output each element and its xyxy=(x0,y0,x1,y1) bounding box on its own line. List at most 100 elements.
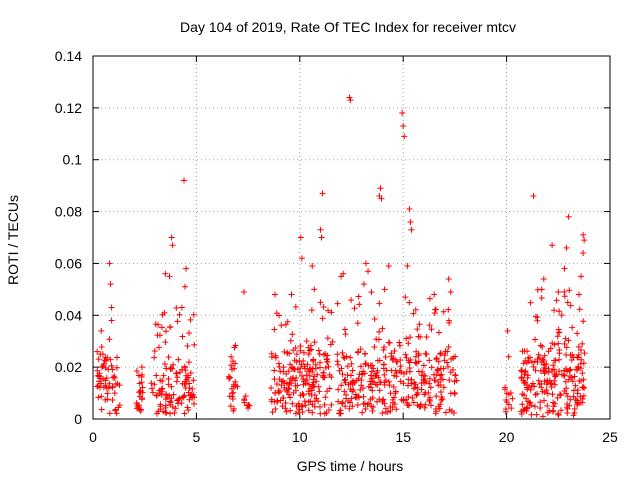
data-point xyxy=(373,336,380,343)
data-point xyxy=(425,389,432,396)
data-point xyxy=(565,337,572,344)
data-point xyxy=(292,387,299,394)
data-point xyxy=(557,392,564,399)
data-point xyxy=(106,380,113,387)
data-point xyxy=(349,367,356,374)
data-point-outlier xyxy=(168,234,175,241)
data-point xyxy=(317,364,324,371)
data-point xyxy=(342,376,349,383)
data-point xyxy=(370,365,377,372)
data-point xyxy=(575,343,582,350)
data-point xyxy=(335,398,342,405)
data-point xyxy=(445,317,452,324)
x-tick-label: 15 xyxy=(395,429,411,445)
data-point xyxy=(305,407,312,414)
data-point xyxy=(528,382,535,389)
data-point-outlier xyxy=(169,242,176,249)
data-point xyxy=(190,377,197,384)
data-point xyxy=(113,410,120,417)
data-point xyxy=(241,399,248,406)
data-point-outlier xyxy=(400,123,407,130)
data-point xyxy=(341,377,348,384)
data-point xyxy=(282,400,289,407)
data-point xyxy=(291,366,298,373)
data-point xyxy=(151,347,158,354)
data-point-outlier xyxy=(182,283,189,290)
data-point xyxy=(176,395,183,402)
data-point xyxy=(268,398,275,405)
data-point xyxy=(287,337,294,344)
data-point xyxy=(324,358,331,365)
data-point xyxy=(325,363,332,370)
data-point xyxy=(381,371,388,378)
data-point xyxy=(319,374,326,381)
data-point xyxy=(246,402,253,409)
data-point xyxy=(282,405,289,412)
data-point xyxy=(386,339,393,346)
data-point xyxy=(534,286,541,293)
data-point xyxy=(342,403,349,410)
data-point xyxy=(393,406,400,413)
data-point xyxy=(305,351,312,358)
data-point xyxy=(312,361,319,368)
data-point xyxy=(347,386,354,393)
data-point xyxy=(563,404,570,411)
data-point xyxy=(556,329,563,336)
data-point xyxy=(538,359,545,366)
data-point-outlier xyxy=(106,260,113,267)
data-point-outlier xyxy=(376,193,383,200)
data-point xyxy=(303,338,310,345)
data-point xyxy=(579,370,586,377)
data-point xyxy=(352,394,359,401)
data-point xyxy=(406,299,413,306)
data-point xyxy=(558,312,565,319)
data-point xyxy=(445,344,452,351)
data-point xyxy=(268,350,275,357)
data-point xyxy=(340,354,347,361)
data-point xyxy=(324,388,331,395)
data-point xyxy=(350,386,357,393)
data-point xyxy=(371,316,378,323)
data-point xyxy=(422,401,429,408)
data-point xyxy=(392,390,399,397)
data-point xyxy=(528,402,535,409)
data-point xyxy=(537,404,544,411)
data-point xyxy=(520,360,527,367)
data-point xyxy=(371,379,378,386)
data-point xyxy=(297,365,304,372)
data-point xyxy=(305,344,312,351)
data-point xyxy=(287,394,294,401)
data-point xyxy=(153,410,160,417)
data-point xyxy=(556,356,563,363)
data-point xyxy=(553,371,560,378)
data-point xyxy=(431,377,438,384)
data-point xyxy=(230,389,237,396)
data-point xyxy=(342,331,349,338)
data-point xyxy=(576,306,583,313)
data-point-outlier xyxy=(447,288,454,295)
data-point xyxy=(385,378,392,385)
data-point xyxy=(191,341,198,348)
data-point xyxy=(169,365,176,372)
data-point-outlier xyxy=(362,260,369,267)
data-point xyxy=(339,371,346,378)
data-point xyxy=(369,394,376,401)
data-point xyxy=(415,333,422,340)
data-point xyxy=(379,410,386,417)
data-point xyxy=(404,400,411,407)
data-point-outlier xyxy=(406,205,413,212)
data-point xyxy=(245,401,252,408)
data-point xyxy=(148,385,155,392)
data-point xyxy=(280,394,287,401)
data-point-outlier xyxy=(311,286,318,293)
data-point xyxy=(309,409,316,416)
data-point xyxy=(165,354,172,361)
data-point xyxy=(98,364,105,371)
data-point xyxy=(231,365,238,372)
data-point-outlier xyxy=(360,281,367,288)
data-point xyxy=(426,380,433,387)
data-point xyxy=(172,405,179,412)
data-point-outlier xyxy=(575,291,582,298)
data-point xyxy=(296,357,303,364)
